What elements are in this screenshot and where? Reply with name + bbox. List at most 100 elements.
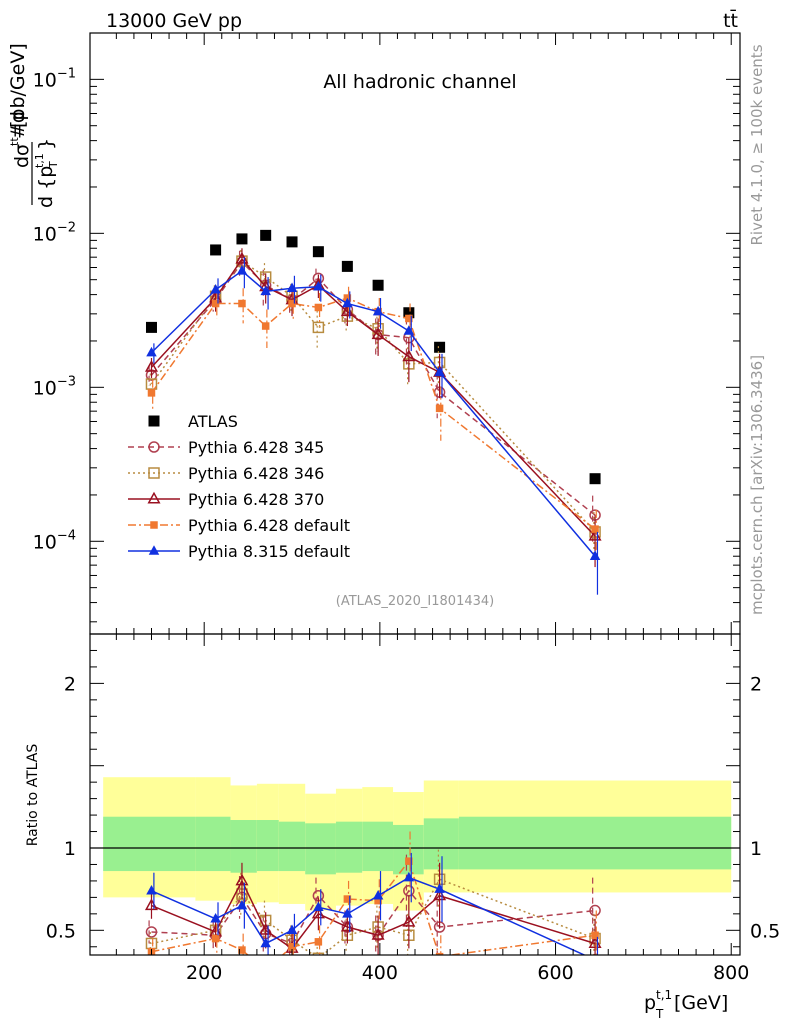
ratio-point <box>342 908 353 918</box>
data-point <box>210 284 221 294</box>
data-point <box>372 279 384 291</box>
ratio-point <box>286 924 298 935</box>
y-tick-label: 10−1 <box>33 66 76 91</box>
svg-text:#d: #d <box>7 111 29 139</box>
process-label: tt̄ <box>723 8 738 32</box>
ratio-point <box>312 952 325 955</box>
inner-band-bin <box>362 821 394 872</box>
ratio-point <box>343 895 352 903</box>
beam-label: 13000 GeV pp <box>106 10 242 32</box>
ratio-point <box>435 952 444 955</box>
mcplots-credit-label: mcplots.cern.ch [arXiv:1306.3436] <box>748 355 766 615</box>
data-point <box>435 404 444 413</box>
ratio-point <box>236 899 248 910</box>
data-point <box>145 378 158 390</box>
series-atlas <box>145 229 601 485</box>
svg-text:t,1: t,1 <box>656 988 672 1002</box>
main-series-group <box>144 229 602 595</box>
legend-item: Pythia 6.428 346 <box>128 464 324 483</box>
legend-label: Pythia 6.428 345 <box>188 438 324 457</box>
ratio-line <box>151 878 596 955</box>
inner-band-bin <box>230 820 257 873</box>
data-point <box>260 285 271 296</box>
data-point <box>371 327 385 340</box>
legend-label: Pythia 6.428 default <box>188 516 350 535</box>
ratio-point <box>434 883 445 893</box>
ratio-y-tick-label: 0.5 <box>46 920 76 942</box>
data-point <box>405 314 413 323</box>
ratio-pythia-8-315-default <box>146 852 599 955</box>
ratio-point <box>210 913 221 923</box>
ratio-point <box>262 966 270 974</box>
ratio-point <box>260 937 271 948</box>
inner-band-bin <box>423 818 459 870</box>
inner-band-bin <box>393 824 424 875</box>
ratio-point <box>313 901 324 912</box>
legend-marker <box>147 491 161 504</box>
data-point <box>589 550 601 560</box>
ratio-point <box>372 889 384 900</box>
ratio-point <box>235 873 249 886</box>
data-point <box>260 229 272 241</box>
ratio-point <box>371 927 385 940</box>
data-point <box>403 307 415 319</box>
ratio-y-tick-label-right: 1 <box>750 838 762 860</box>
data-point <box>236 233 248 245</box>
data-point <box>403 325 415 335</box>
ratio-y-tick-label: 2 <box>64 673 76 695</box>
legend-marker <box>150 521 158 529</box>
svg-text:[pb/GeV]: [pb/GeV] <box>7 43 29 128</box>
y-tick-label: 10−2 <box>33 220 76 245</box>
ratio-series-group <box>144 831 602 974</box>
legend-label: Pythia 6.428 346 <box>188 464 324 483</box>
ratio-point <box>314 938 323 946</box>
series-pythia-6-428-346 <box>145 249 601 561</box>
main-y-axis-title: #d dσ tt d {p T t,1 } [pb/GeV] <box>7 43 60 208</box>
data-point <box>342 297 353 308</box>
data-point <box>286 236 298 248</box>
data-point <box>312 321 325 334</box>
axes-group: 200 400 600 800 10−4 10−3 10−2 10−1 0.5 0.5 1 1 2 2 <box>33 32 780 984</box>
svg-text:p: p <box>644 992 656 1014</box>
ratio-line <box>151 859 596 955</box>
legend-item: Pythia 6.428 370 <box>128 490 324 509</box>
inner-band-bin <box>195 816 231 872</box>
svg-text:T: T <box>47 161 60 169</box>
data-point <box>146 346 157 357</box>
data-point <box>434 366 445 377</box>
data-point <box>210 244 222 256</box>
data-point <box>589 473 601 485</box>
x-tick-label: 400 <box>362 962 398 984</box>
ratio-point <box>589 904 601 917</box>
rivet-version-label: Rivet 4.1.0, ≥ 100k events <box>748 44 766 245</box>
ratio-y-tick-label: 1 <box>64 838 76 860</box>
ratio-point <box>288 943 296 951</box>
inner-band-bin <box>256 820 279 872</box>
svg-text:T: T <box>655 1007 664 1021</box>
data-point <box>286 282 298 292</box>
data-point <box>261 322 270 330</box>
ratio-point <box>145 926 158 938</box>
legend-item: ATLAS <box>148 412 238 431</box>
legend-item: Pythia 6.428 default <box>128 516 350 535</box>
svg-text:}: } <box>35 138 57 150</box>
data-point <box>314 303 323 312</box>
ratio-y-tick-label-right: 0.5 <box>750 920 780 942</box>
data-point <box>211 299 220 308</box>
svg-text:[GeV]: [GeV] <box>674 992 728 1014</box>
data-point <box>591 525 599 533</box>
legend-item: Pythia 8.315 default <box>128 542 350 561</box>
series-pythia-8-315-default <box>146 257 601 595</box>
x-tick-label: 800 <box>713 962 749 984</box>
inner-band-bin <box>458 816 732 870</box>
y-tick-label: 10−4 <box>33 528 76 553</box>
legend-label: Pythia 8.315 default <box>188 542 350 561</box>
data-point <box>145 321 157 333</box>
data-point <box>144 359 159 372</box>
channel-label: All hadronic channel <box>323 71 516 93</box>
legend-label: ATLAS <box>188 412 238 431</box>
ratio-point <box>211 934 220 943</box>
data-point <box>372 305 384 316</box>
svg-text:tt: tt <box>8 137 21 146</box>
ratio-point <box>594 954 596 955</box>
